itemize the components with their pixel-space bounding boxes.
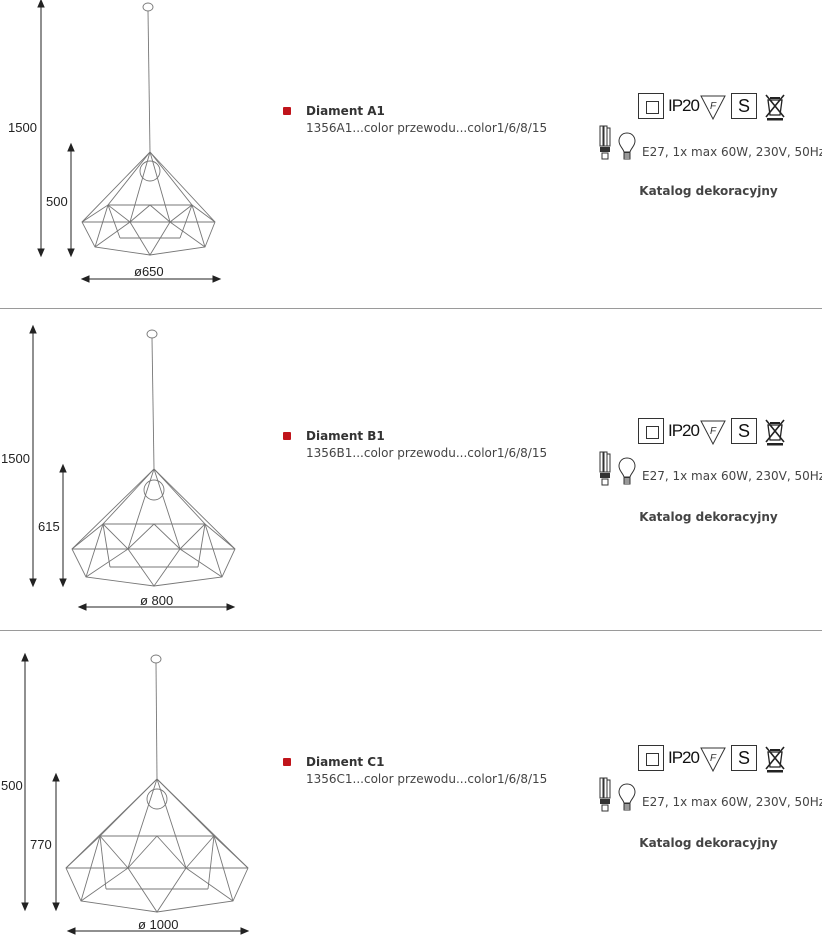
f-mark-triangle-icon: F — [700, 747, 726, 772]
cfl-bulb-icon — [599, 125, 611, 160]
class-ii-insulation-icon — [638, 93, 664, 119]
s-safety-mark-icon: S — [731, 418, 757, 444]
row-separator — [0, 308, 822, 309]
dimension-diameter: ø 800 — [140, 593, 173, 608]
product-specs-c1: IP20 F S — [595, 745, 822, 855]
product-code: 1356B1...color przewodu...color1/6/8/15 — [306, 446, 548, 460]
product-name[interactable]: Diament C1 — [306, 755, 385, 769]
cfl-bulb-icon — [599, 777, 611, 812]
bullet-marker — [283, 432, 291, 440]
f-mark-triangle-icon: F — [700, 95, 726, 120]
catalog-link[interactable]: Katalog dekoracyjny — [639, 510, 778, 524]
dimension-total-height: 1500 — [1, 451, 30, 466]
product-specs-b1: IP20 F S — [595, 418, 822, 528]
ip-rating: IP20 — [668, 96, 700, 115]
product-drawing-c1: 500 770 ø 1000 — [1, 652, 250, 935]
cfl-bulb-icon — [599, 451, 611, 486]
lamp-illustration — [71, 329, 236, 587]
weee-crossed-bin-icon — [765, 94, 785, 121]
class-ii-insulation-icon — [638, 418, 664, 444]
dimension-total-height: 1500 — [8, 120, 37, 135]
lamp-illustration — [81, 2, 216, 256]
bullet-marker — [283, 758, 291, 766]
product-code: 1356C1...color przewodu...color1/6/8/15 — [306, 772, 548, 786]
dimension-diameter: ø650 — [134, 264, 164, 279]
product-drawing-b1: 1500 615 ø 800 — [1, 324, 236, 611]
dimension-shade-height: 615 — [38, 519, 60, 534]
product-row-b1: 1500 615 ø 800 Diament B1 1356B1...color… — [0, 309, 822, 630]
incandescent-bulb-icon — [618, 457, 636, 485]
product-name[interactable]: Diament A1 — [306, 104, 385, 118]
s-safety-mark-icon: S — [731, 745, 757, 771]
dimension-total-height: 500 — [1, 778, 23, 793]
product-drawing-a1: 1500 500 ø650 — [8, 0, 222, 283]
ip-rating: IP20 — [668, 421, 700, 440]
weee-crossed-bin-icon — [765, 746, 785, 773]
dimension-diameter: ø 1000 — [138, 917, 178, 932]
weee-crossed-bin-icon — [765, 419, 785, 446]
f-mark-triangle-icon: F — [700, 420, 726, 445]
electrical-spec: E27, 1x max 60W, 230V, 50Hz — [642, 145, 822, 159]
incandescent-bulb-icon — [618, 783, 636, 811]
product-row-a1: 1500 500 ø650 Diament A1 1356A1...color … — [0, 0, 822, 308]
ip-rating: IP20 — [668, 748, 700, 767]
incandescent-bulb-icon — [618, 132, 636, 160]
s-safety-mark-icon: S — [731, 93, 757, 119]
catalog-link[interactable]: Katalog dekoracyjny — [639, 836, 778, 850]
lamp-illustration — [65, 654, 249, 913]
dimension-shade-height: 500 — [46, 194, 68, 209]
svg-text:F: F — [710, 753, 717, 764]
electrical-spec: E27, 1x max 60W, 230V, 50Hz — [642, 469, 822, 483]
product-row-c1: 500 770 ø 1000 Diament C1 1356C1...color… — [0, 631, 822, 936]
product-name[interactable]: Diament B1 — [306, 429, 385, 443]
dimension-shade-height: 770 — [30, 837, 52, 852]
electrical-spec: E27, 1x max 60W, 230V, 50Hz — [642, 795, 822, 809]
svg-text:F: F — [710, 426, 717, 437]
product-specs-a1: IP20 F S — [595, 93, 822, 203]
product-code: 1356A1...color przewodu...color1/6/8/15 — [306, 121, 548, 135]
bullet-marker — [283, 107, 291, 115]
svg-text:F: F — [710, 101, 717, 112]
row-separator — [0, 630, 822, 631]
class-ii-insulation-icon — [638, 745, 664, 771]
catalog-link[interactable]: Katalog dekoracyjny — [639, 184, 778, 198]
